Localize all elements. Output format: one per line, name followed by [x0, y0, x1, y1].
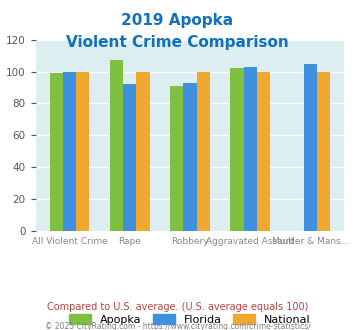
Text: Violent Crime Comparison: Violent Crime Comparison	[66, 35, 289, 50]
Bar	[50, 73, 63, 231]
Text: 2019 Apopka: 2019 Apopka	[121, 13, 234, 28]
Bar	[170, 86, 183, 231]
Bar	[257, 72, 270, 231]
Bar	[304, 64, 317, 231]
Text: © 2025 CityRating.com - https://www.cityrating.com/crime-statistics/: © 2025 CityRating.com - https://www.city…	[45, 322, 310, 330]
Bar	[244, 67, 257, 231]
Bar	[63, 72, 76, 231]
Bar	[230, 68, 244, 231]
Bar	[183, 83, 197, 231]
Legend: Apopka, Florida, National: Apopka, Florida, National	[65, 309, 315, 329]
Bar	[197, 72, 210, 231]
Bar	[76, 72, 89, 231]
Bar	[136, 72, 149, 231]
Bar	[110, 60, 123, 231]
Bar	[317, 72, 330, 231]
Text: Compared to U.S. average. (U.S. average equals 100): Compared to U.S. average. (U.S. average …	[47, 302, 308, 312]
Bar	[123, 84, 136, 231]
